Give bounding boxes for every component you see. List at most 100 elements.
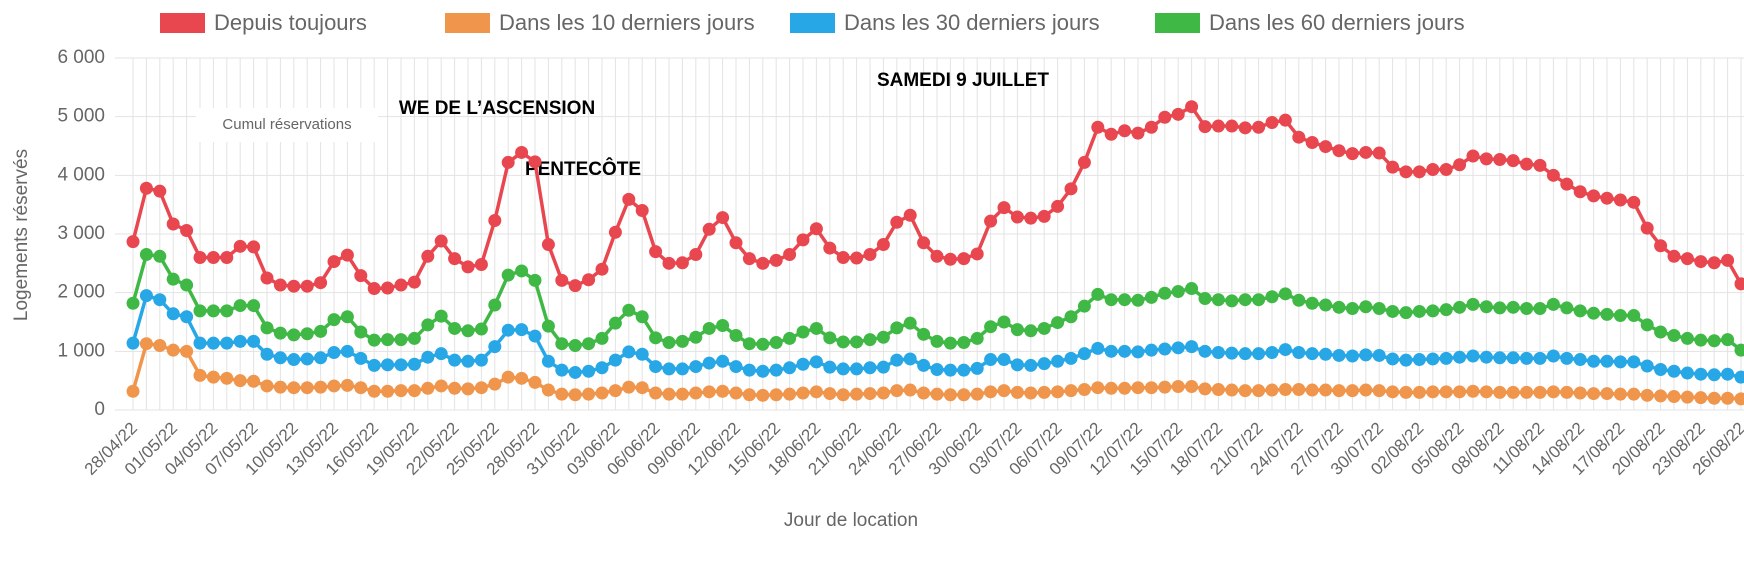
point	[1707, 334, 1721, 348]
point	[1185, 380, 1199, 394]
point	[1560, 301, 1574, 315]
point	[1600, 387, 1614, 401]
point	[1439, 385, 1453, 399]
point	[474, 258, 488, 272]
point	[166, 307, 180, 321]
point	[1131, 293, 1145, 307]
point	[1613, 309, 1627, 323]
point	[1345, 147, 1359, 161]
point	[1426, 162, 1440, 176]
point	[488, 298, 502, 312]
point	[890, 215, 904, 229]
point	[1520, 157, 1534, 171]
point	[300, 352, 314, 366]
point	[1707, 368, 1721, 382]
point	[1573, 353, 1587, 367]
point	[689, 360, 703, 374]
point	[1734, 392, 1744, 406]
point	[1104, 381, 1118, 395]
point	[1238, 384, 1252, 398]
point	[407, 275, 421, 289]
point	[1587, 354, 1601, 368]
point	[796, 386, 810, 400]
point	[314, 324, 328, 338]
point	[1077, 155, 1091, 169]
point	[1024, 358, 1038, 372]
point	[984, 353, 998, 367]
point	[1131, 345, 1145, 359]
point	[1238, 293, 1252, 307]
point	[367, 282, 381, 296]
point	[126, 296, 140, 310]
annotation: PENTECÔTE	[525, 158, 641, 180]
point	[488, 340, 502, 354]
point	[1533, 385, 1547, 399]
point	[434, 347, 448, 361]
x-axis-label: Jour de location	[784, 510, 918, 531]
point	[528, 329, 542, 343]
point	[1104, 293, 1118, 307]
point	[957, 363, 971, 377]
point	[287, 381, 301, 395]
point	[1118, 381, 1132, 395]
point	[1144, 343, 1158, 357]
point	[823, 241, 837, 255]
point	[1064, 310, 1078, 324]
point	[649, 360, 663, 374]
point	[1144, 381, 1158, 395]
point	[1640, 318, 1654, 332]
point	[742, 337, 756, 351]
point	[635, 204, 649, 218]
point	[220, 336, 234, 350]
point	[1707, 256, 1721, 270]
point	[890, 353, 904, 367]
point	[1278, 343, 1292, 357]
point	[407, 357, 421, 371]
point	[421, 249, 435, 263]
point	[1225, 119, 1239, 133]
point	[675, 256, 689, 270]
point	[1118, 293, 1132, 307]
point	[327, 346, 341, 360]
point	[180, 310, 194, 324]
point	[166, 343, 180, 357]
annotation: Cumul réservations	[222, 116, 351, 133]
point	[1305, 135, 1319, 149]
point	[1104, 127, 1118, 141]
point	[1359, 300, 1373, 314]
point	[1252, 120, 1266, 134]
y-tick-label: 4 000	[57, 164, 105, 185]
point	[340, 378, 354, 392]
point	[1707, 391, 1721, 405]
point	[340, 248, 354, 262]
point	[1359, 348, 1373, 362]
point	[783, 248, 797, 262]
point	[809, 222, 823, 236]
point	[1560, 177, 1574, 191]
point	[742, 363, 756, 377]
point	[984, 385, 998, 399]
point	[1600, 354, 1614, 368]
point	[649, 245, 663, 259]
point	[568, 279, 582, 293]
point	[1721, 333, 1735, 347]
point	[180, 223, 194, 237]
y-tick-label: 2 000	[57, 282, 105, 303]
point	[260, 271, 274, 285]
point	[943, 388, 957, 402]
point	[930, 334, 944, 348]
point	[1533, 351, 1547, 365]
point	[1412, 353, 1426, 367]
point	[662, 362, 676, 376]
point	[1667, 328, 1681, 342]
point	[662, 336, 676, 350]
point	[541, 354, 555, 368]
point	[260, 379, 274, 393]
point	[1158, 380, 1172, 394]
point	[247, 374, 261, 388]
point	[1118, 344, 1132, 358]
point	[515, 145, 529, 159]
point	[501, 268, 515, 282]
point	[1278, 382, 1292, 396]
